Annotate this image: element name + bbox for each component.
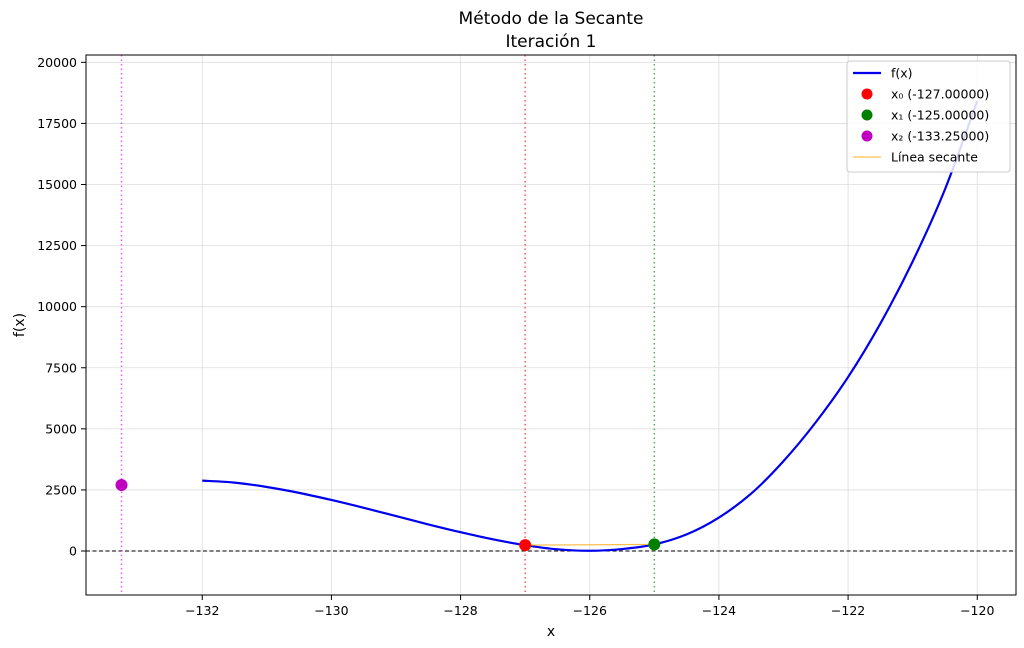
function-curve (202, 100, 979, 552)
x-axis-label: x (547, 624, 555, 640)
reference-lines (86, 55, 1016, 595)
legend-label: Línea secante (891, 150, 978, 165)
chart-subtitle: Iteración 1 (505, 32, 596, 52)
y-tick-label: 12500 (37, 238, 77, 253)
legend-swatch (861, 88, 873, 100)
y-tick-label: 2500 (45, 482, 77, 497)
legend-label: x₂ (-133.25000) (891, 129, 989, 144)
point-marker (115, 479, 128, 492)
chart-title: Método de la Secante (459, 9, 644, 29)
point-marker (648, 538, 661, 551)
legend-box (846, 60, 1011, 173)
x-tick-label: −124 (702, 603, 736, 618)
x-tick-label: −122 (831, 603, 865, 618)
x-tick-label: −132 (185, 603, 219, 618)
axes-frame (85, 54, 1017, 596)
y-tick-label: 20000 (37, 55, 77, 70)
legend-label: x₀ (-127.00000) (891, 87, 989, 102)
x-tick-label: −126 (573, 603, 607, 618)
y-axis-label: f(x) (12, 313, 28, 337)
y-tick-label: 7500 (45, 360, 77, 375)
y-tick-label: 15000 (37, 177, 77, 192)
y-tick-label: 0 (69, 544, 77, 559)
y-tick-label: 10000 (37, 299, 77, 314)
point-marker (519, 539, 532, 552)
y-tick-label: 17500 (37, 116, 77, 131)
x-axis: −132 −130 −128 −126 −124 −122 −120 (185, 595, 994, 618)
x-tick-label: −120 (960, 603, 994, 618)
legend: f(x) x₀ (-127.00000) x₁ (-125.00000) x₂ (-1… (846, 60, 1011, 173)
y-tick-label: 5000 (45, 421, 77, 436)
legend-label: f(x) (891, 66, 913, 81)
y-axis: 0 2500 5000 7500 10000 12500 15000 17500 20000 (37, 55, 86, 559)
x-tick-label: −130 (314, 603, 348, 618)
plot-area (115, 100, 979, 552)
legend-swatch (861, 109, 873, 121)
legend-label: x₁ (-125.00000) (891, 108, 989, 123)
x-tick-label: −128 (443, 603, 477, 618)
secant-line (525, 543, 655, 546)
legend-swatch (861, 130, 873, 142)
